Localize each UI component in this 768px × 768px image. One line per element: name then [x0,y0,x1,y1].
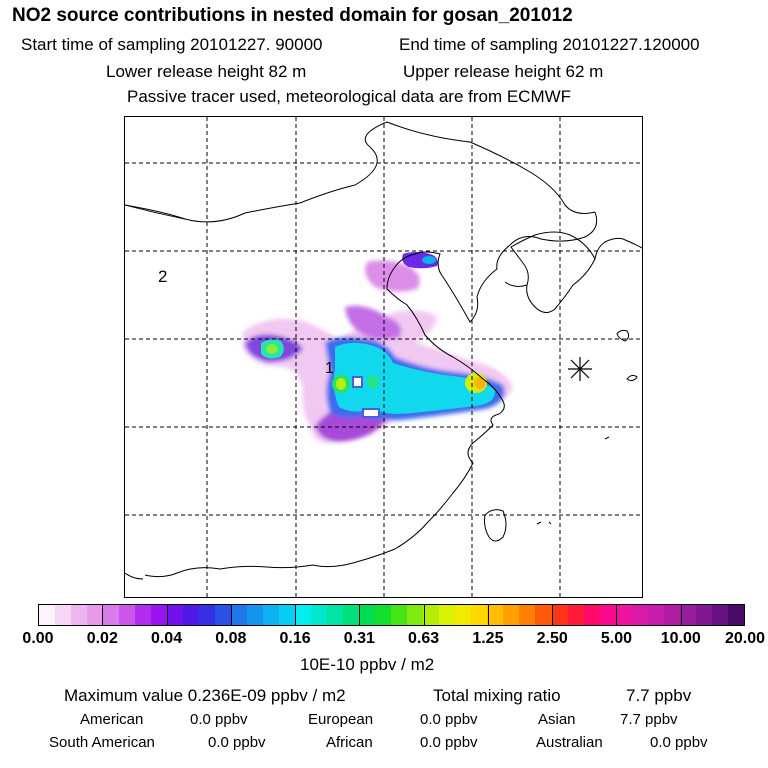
map-canvas: 1 [125,117,642,597]
colorbar-tick-label: 0.63 [408,630,440,647]
colorbar-tick-label: 1.25 [472,630,504,647]
country-borders [125,204,528,580]
colorbar-segment [647,605,664,625]
colorbar-segment [279,605,296,625]
colorbar-segment [663,605,680,625]
colorbar-segment [327,605,344,625]
colorbar-segment [199,605,216,625]
colorbar-segment [711,605,728,625]
colorbar-segment [727,605,744,625]
colorbar-tick-label: 0.31 [343,630,375,647]
african-label: African [326,734,373,751]
colorbar-tick-label: 0.00 [22,630,54,647]
colorbar-segment [39,605,56,625]
colorbar-segment [519,605,536,625]
colorbar-segment [215,605,232,625]
colorbar-segment [295,605,312,625]
colorbar-segment [503,605,520,625]
asian-label: Asian [538,711,576,728]
region-label-1: 1 [325,360,334,377]
total-mixing-label: Total mixing ratio [433,686,561,705]
colorbar-tick [423,604,425,626]
european-label: European [308,711,374,728]
colorbar-tick [487,604,489,626]
colorbar-segment [151,605,168,625]
map-panel: 1 [124,116,643,598]
colorbar-segment [615,605,632,625]
colorbar-tick-label: 0.02 [86,630,118,647]
colorbar-segment [695,605,712,625]
colorbar-segment [311,605,328,625]
colorbar-tick-label: 0.08 [215,630,247,647]
colorbar-tick [166,604,168,626]
total-mixing-value: 7.7 ppbv [626,686,692,705]
colorbar-segment [407,605,424,625]
colorbar-segment [375,605,392,625]
colorbar-segment [583,605,600,625]
south-american-label: South American [49,734,155,751]
colorbar-tick [680,604,682,626]
colorbar-tick-label: 0.16 [279,630,311,647]
asian-value: 7.7 ppbv [620,711,678,728]
colorbar-tick-label: 20.00 [724,630,766,647]
lower-release-height: Lower release height 82 m [106,62,307,81]
colorbar-tick [295,604,297,626]
colorbar-tick [102,604,104,626]
colorbar-tick [359,604,361,626]
colorbar-segment [247,605,264,625]
colorbar-segment [135,605,152,625]
colorbar-tick-label: 2.50 [536,630,568,647]
colorbar-segment [423,605,440,625]
south-american-value: 0.0 ppbv [208,734,266,751]
colorbar-tick [552,604,554,626]
american-value: 0.0 ppbv [190,711,248,728]
colorbar-segment [71,605,88,625]
map-title: NO2 source contributions in nested domai… [12,5,573,26]
colorbar-segment [343,605,360,625]
colorbar-units: 10E-10 ppbv / m2 [300,655,435,674]
colorbar-tick-label: 0.04 [150,630,183,647]
colorbar-tick [230,604,232,626]
colorbar-segment [631,605,648,625]
colorbar-segment [263,605,280,625]
colorbar-segment [231,605,248,625]
colorbar-segment [183,605,200,625]
american-label: American [80,711,144,728]
colorbar-segment [551,605,568,625]
upper-release-height: Upper release height 62 m [403,62,604,81]
tracer-note: Passive tracer used, meteorological data… [127,87,572,106]
colorbar-segment [535,605,552,625]
colorbar-segment [359,605,376,625]
colorbar-tick [616,604,618,626]
european-value: 0.0 ppbv [420,711,478,728]
colorbar-segment [391,605,408,625]
sampling-start: Start time of sampling 20101227. 90000 [21,35,323,54]
colorbar-segment [567,605,584,625]
colorbar-segment [167,605,184,625]
asterisk-marker [568,357,592,381]
colorbar-segment [103,605,120,625]
concentration-core [261,252,496,418]
coastline [125,121,642,578]
australian-label: Australian [536,734,603,751]
sampling-end: End time of sampling 20101227.120000 [399,35,700,54]
region-label-2: 2 [158,267,168,286]
colorbar [38,604,745,626]
colorbar-segment [679,605,696,625]
african-value: 0.0 ppbv [420,734,478,751]
graticule [125,117,642,597]
colorbar-segment [87,605,104,625]
colorbar-tick-label: 5.00 [600,630,633,647]
maximum-value: Maximum value 0.236E-09 ppbv / m2 [64,686,346,705]
colorbar-segment [455,605,472,625]
colorbar-segment [55,605,72,625]
colorbar-segment [119,605,136,625]
australian-value: 0.0 ppbv [650,734,708,751]
colorbar-segment [471,605,488,625]
colorbar-tick-label: 10.00 [660,630,701,647]
colorbar-segment [439,605,456,625]
colorbar-segment [487,605,504,625]
colorbar-segment [599,605,616,625]
